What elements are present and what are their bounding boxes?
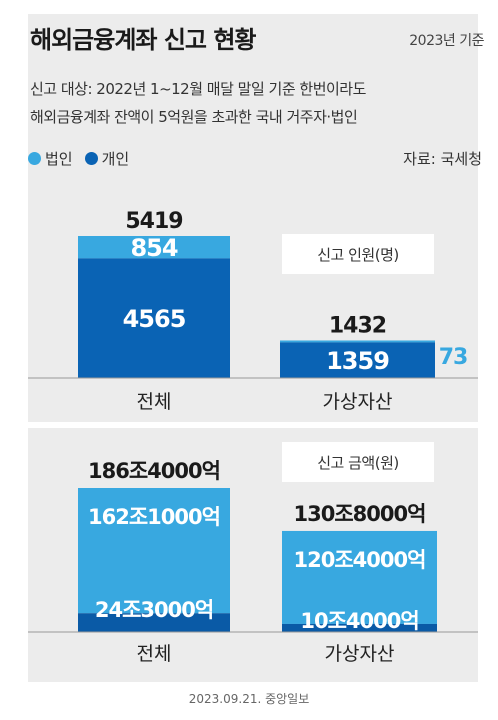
description-line-1: 신고 대상: 2022년 1~12월 매달 말일 기준 한번이라도 [30,80,366,98]
bar-amount-corporate-0 [78,488,230,614]
bar-amount-corporate-label-1: 120조4000억 [294,548,426,572]
amount-category-전체: 전체 [137,643,172,665]
bar-amount-total-label-0: 186조4000억 [88,459,220,483]
source-note: 자료: 국세청 [403,150,482,168]
bar-amount-corporate-1 [282,530,437,624]
footer-credit: 2023.09.21. 중앙일보 [188,692,310,706]
bar-count-total-label-1: 1432 [329,313,386,338]
bar-count-corporate-label-0: 854 [130,234,177,262]
bar-amount-corporate-label-0: 162조1000억 [88,505,220,529]
legend-item-corporate: 법인 [28,148,73,169]
bar-amount-total-label-1: 130조8000억 [294,502,426,526]
legend-item-individual: 개인 [84,148,130,169]
bar-count-corporate-0 [78,236,230,259]
bar-count-corporate-1 [280,340,435,343]
amount-category-가상자산: 가상자산 [325,643,395,665]
bar-count-individual-label-0: 4565 [123,305,186,333]
amount-chart-title: 신고 금액(원) [317,454,398,472]
count-category-전체: 전체 [137,391,172,413]
legend-swatch-individual [84,152,98,165]
legend: 법인 개인 [28,148,141,169]
legend-label-individual: 개인 [101,150,130,168]
bar-amount-individual-0 [78,613,230,632]
bar-count-corporate-label-1: 73 [439,345,468,370]
count-chart-title: 신고 인원(명) [317,246,398,264]
amount-chart-title-box [282,442,434,482]
bar-count-individual-0 [78,258,230,378]
page-title: 해외금융계좌 신고 현황 [30,26,257,54]
legend-label-corporate: 법인 [45,150,73,168]
bar-count-individual-1 [280,342,435,378]
description-line-2: 해외금융계좌 잔액이 5억원을 초과한 국내 거주자·법인 [30,108,358,126]
bar-amount-individual-1 [282,623,437,632]
basis-year: 2023년 기준 [409,33,484,49]
bar-amount-individual-label-1: 10조4000억 [300,609,418,633]
bar-count-individual-label-1: 1359 [326,347,389,375]
count-category-가상자산: 가상자산 [323,391,393,413]
count-chart-title-box [282,234,434,274]
bar-amount-individual-label-0: 24조3000억 [95,598,213,622]
legend-swatch-corporate [28,152,41,165]
bar-count-total-label-0: 5419 [125,209,182,234]
